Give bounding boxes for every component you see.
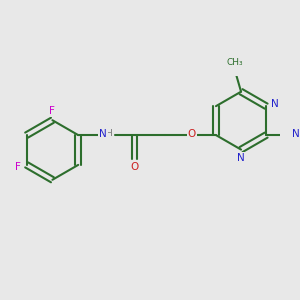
Text: F: F [50, 106, 56, 116]
Text: N: N [99, 129, 107, 139]
Text: F: F [15, 162, 20, 172]
Text: H: H [105, 129, 111, 138]
Text: N: N [271, 99, 278, 109]
Text: N: N [292, 129, 300, 139]
Text: N: N [237, 153, 245, 163]
Text: O: O [131, 161, 139, 172]
Text: O: O [188, 129, 196, 139]
Text: CH₃: CH₃ [226, 58, 243, 67]
